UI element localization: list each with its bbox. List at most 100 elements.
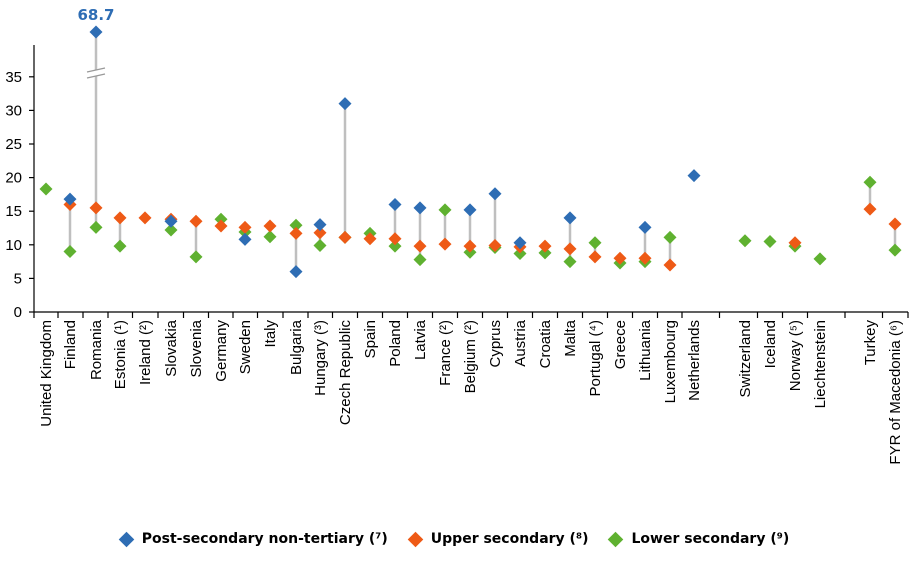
data-point	[39, 182, 53, 196]
category-label: Lithuania	[637, 319, 654, 381]
data-point	[313, 226, 327, 240]
category-label: Malta	[562, 319, 579, 356]
data-point	[663, 258, 677, 272]
category-label: Portugal (⁴)	[587, 320, 604, 396]
data-point	[563, 255, 577, 269]
legend-item-post-secondary: Post-secondary non-tertiary (⁷)	[118, 531, 388, 547]
category-label: Estonia (¹)	[112, 320, 129, 389]
data-point	[289, 226, 303, 240]
legend-label-upper-secondary: Upper secondary (⁸)	[430, 531, 589, 547]
data-point	[413, 253, 427, 267]
legend-marker-green	[608, 531, 624, 547]
y-tick-label: 35	[5, 69, 22, 86]
category-label: Poland	[387, 320, 404, 367]
legend-marker-orange	[407, 531, 424, 547]
data-point	[413, 239, 427, 253]
y-tick-label: 20	[5, 170, 22, 187]
category-label: FYR of Macedonia (⁶)	[887, 320, 904, 465]
data-point	[738, 234, 752, 248]
legend-label-post-secondary: Post-secondary non-tertiary (⁷)	[141, 531, 388, 547]
data-point	[113, 239, 127, 253]
category-label: Sweden	[237, 320, 254, 374]
data-point	[338, 230, 352, 244]
category-label: Hungary (³)	[312, 320, 329, 396]
axis-break-mark	[86, 73, 106, 79]
category-label: Ireland (²)	[137, 320, 154, 385]
data-points	[39, 25, 902, 279]
axes: 0 5 10 15 20 25 30 35	[5, 45, 909, 321]
y-tick-label: 30	[5, 102, 22, 119]
data-point	[463, 239, 477, 253]
category-label: Spain	[362, 320, 379, 358]
data-point	[613, 251, 627, 265]
data-point	[413, 201, 427, 215]
data-point	[563, 211, 577, 225]
data-point	[538, 239, 552, 253]
data-point	[563, 242, 577, 256]
data-point	[538, 246, 552, 260]
data-point	[238, 232, 252, 246]
data-point	[138, 211, 152, 225]
category-label: Switzerland	[737, 320, 754, 398]
data-point	[313, 218, 327, 232]
legend-item-upper-secondary: Upper secondary (⁸)	[407, 531, 589, 547]
data-point	[388, 232, 402, 246]
data-point	[388, 239, 402, 253]
category-label: Netherlands	[686, 320, 703, 401]
data-point	[189, 250, 203, 264]
data-point	[89, 201, 103, 215]
data-point	[63, 192, 77, 206]
data-point	[488, 238, 502, 252]
category-label: Slovenia	[188, 319, 205, 377]
data-point	[363, 232, 377, 246]
annotation-label: 68.7	[77, 6, 114, 24]
data-point	[813, 252, 827, 266]
data-point	[313, 238, 327, 252]
annotations: 68.7	[77, 6, 114, 24]
category-label: Germany	[213, 320, 230, 382]
data-point	[164, 214, 178, 228]
category-label: Bulgaria	[288, 319, 305, 375]
category-label: Cyprus	[487, 320, 504, 368]
category-label: Norway (⁵)	[787, 320, 804, 391]
data-point	[638, 220, 652, 234]
data-point	[863, 175, 877, 189]
data-point	[513, 236, 527, 250]
y-tick-label: 15	[5, 203, 22, 220]
category-label: Czech Republic	[337, 320, 354, 426]
legend: Post-secondary non-tertiary (⁷) Upper se…	[0, 531, 910, 547]
y-tick-label: 0	[14, 304, 22, 321]
y-tick-label: 10	[5, 237, 22, 254]
category-label: Latvia	[412, 319, 429, 360]
category-label: Austria	[512, 319, 529, 366]
data-point	[63, 245, 77, 259]
category-label: France (²)	[437, 320, 454, 386]
category-label: United Kingdom	[38, 320, 55, 427]
legend-item-lower-secondary: Lower secondary (⁹)	[608, 531, 790, 547]
category-label: Luxembourg	[662, 320, 679, 403]
legend-marker-blue	[118, 531, 135, 547]
legend-label-lower-secondary: Lower secondary (⁹)	[631, 531, 790, 547]
range-lines	[68, 32, 897, 272]
data-point	[189, 214, 203, 228]
category-label: Finland	[62, 320, 79, 369]
category-label: Croatia	[537, 319, 554, 368]
data-point	[438, 203, 452, 217]
data-point	[214, 212, 228, 226]
category-label: Turkey	[862, 320, 879, 366]
category-label: Greece	[612, 320, 629, 369]
data-point	[638, 251, 652, 265]
axis-break-mark	[86, 67, 106, 73]
data-point	[164, 223, 178, 237]
category-label: Liechtenstein	[812, 320, 829, 408]
data-point	[463, 203, 477, 217]
category-label: Romania	[88, 319, 105, 380]
data-point	[888, 217, 902, 231]
y-tick-label: 5	[14, 270, 22, 287]
data-point	[663, 230, 677, 244]
data-point	[888, 243, 902, 257]
data-point	[89, 220, 103, 234]
data-point	[263, 219, 277, 233]
data-point	[238, 220, 252, 234]
